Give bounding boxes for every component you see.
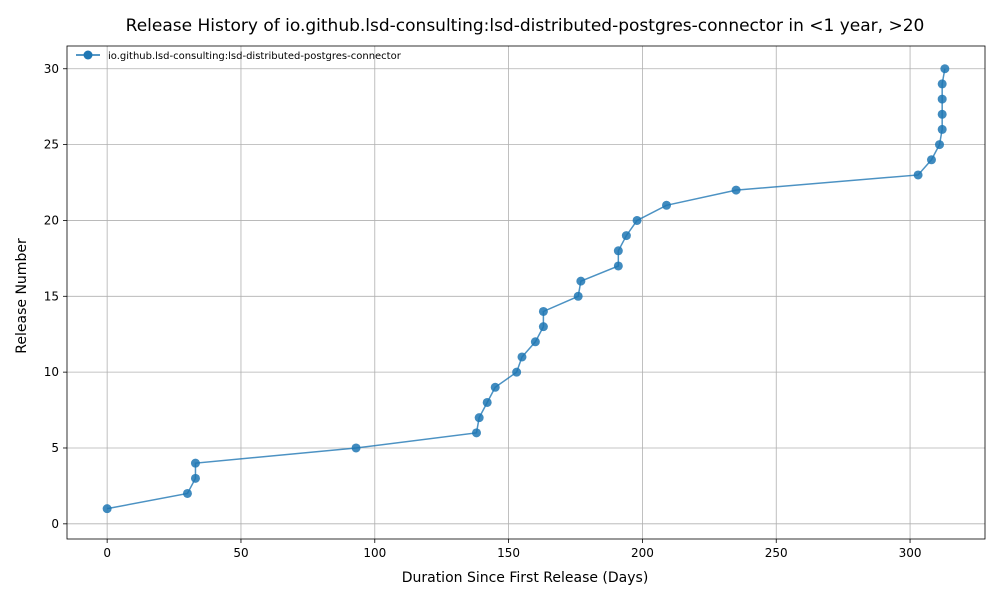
y-tick-label: 5 xyxy=(51,441,59,455)
data-point xyxy=(182,488,192,498)
data-point xyxy=(937,79,947,89)
x-tick-label: 0 xyxy=(103,546,111,560)
data-point xyxy=(573,291,583,301)
data-point xyxy=(913,170,923,180)
y-tick-label: 10 xyxy=(44,365,59,379)
legend-label: io.github.lsd-consulting:lsd-distributed… xyxy=(108,51,402,62)
data-point xyxy=(471,428,481,438)
data-point xyxy=(351,443,361,453)
data-point xyxy=(474,413,484,423)
y-tick-label: 15 xyxy=(44,289,59,303)
y-tick-label: 30 xyxy=(44,62,59,76)
x-tick-label: 50 xyxy=(233,546,248,560)
chart-title: Release History of io.github.lsd-consult… xyxy=(126,16,925,36)
data-point xyxy=(632,215,642,225)
data-point xyxy=(530,337,540,347)
legend-marker-swatch xyxy=(83,50,93,60)
data-point xyxy=(538,306,548,316)
data-point xyxy=(576,276,586,286)
data-point xyxy=(517,352,527,362)
y-tick-label: 0 xyxy=(51,517,59,531)
x-tick-label: 100 xyxy=(363,546,386,560)
data-point xyxy=(190,458,200,468)
x-axis-title: Duration Since First Release (Days) xyxy=(402,570,649,586)
data-point xyxy=(731,185,741,195)
data-series xyxy=(102,64,950,514)
data-point xyxy=(935,140,945,150)
y-tick-label: 25 xyxy=(44,138,59,152)
data-point xyxy=(190,473,200,483)
data-point xyxy=(937,109,947,119)
data-point xyxy=(937,94,947,104)
x-tick-label: 250 xyxy=(765,546,788,560)
data-point xyxy=(940,64,950,74)
data-point xyxy=(613,246,623,256)
x-tick-label: 150 xyxy=(497,546,520,560)
data-point xyxy=(926,155,936,165)
x-tick-label: 300 xyxy=(899,546,922,560)
data-point xyxy=(621,231,631,241)
x-tick-label: 200 xyxy=(631,546,654,560)
data-point xyxy=(512,367,522,377)
data-point xyxy=(937,124,947,134)
data-point xyxy=(490,382,500,392)
y-axis-title: Release Number xyxy=(14,238,30,354)
axis-ticks: 0 50 100 150 200 250 300 0 5 10 15 20 25 30 xyxy=(44,62,922,560)
legend: io.github.lsd-consulting:lsd-distributed… xyxy=(76,50,402,62)
y-tick-label: 20 xyxy=(44,213,59,227)
plot-frame xyxy=(66,45,986,540)
grid-lines xyxy=(67,46,985,539)
data-point xyxy=(613,261,623,271)
data-point xyxy=(538,322,548,332)
data-point xyxy=(102,504,112,514)
data-point xyxy=(482,397,492,407)
data-point xyxy=(662,200,672,210)
